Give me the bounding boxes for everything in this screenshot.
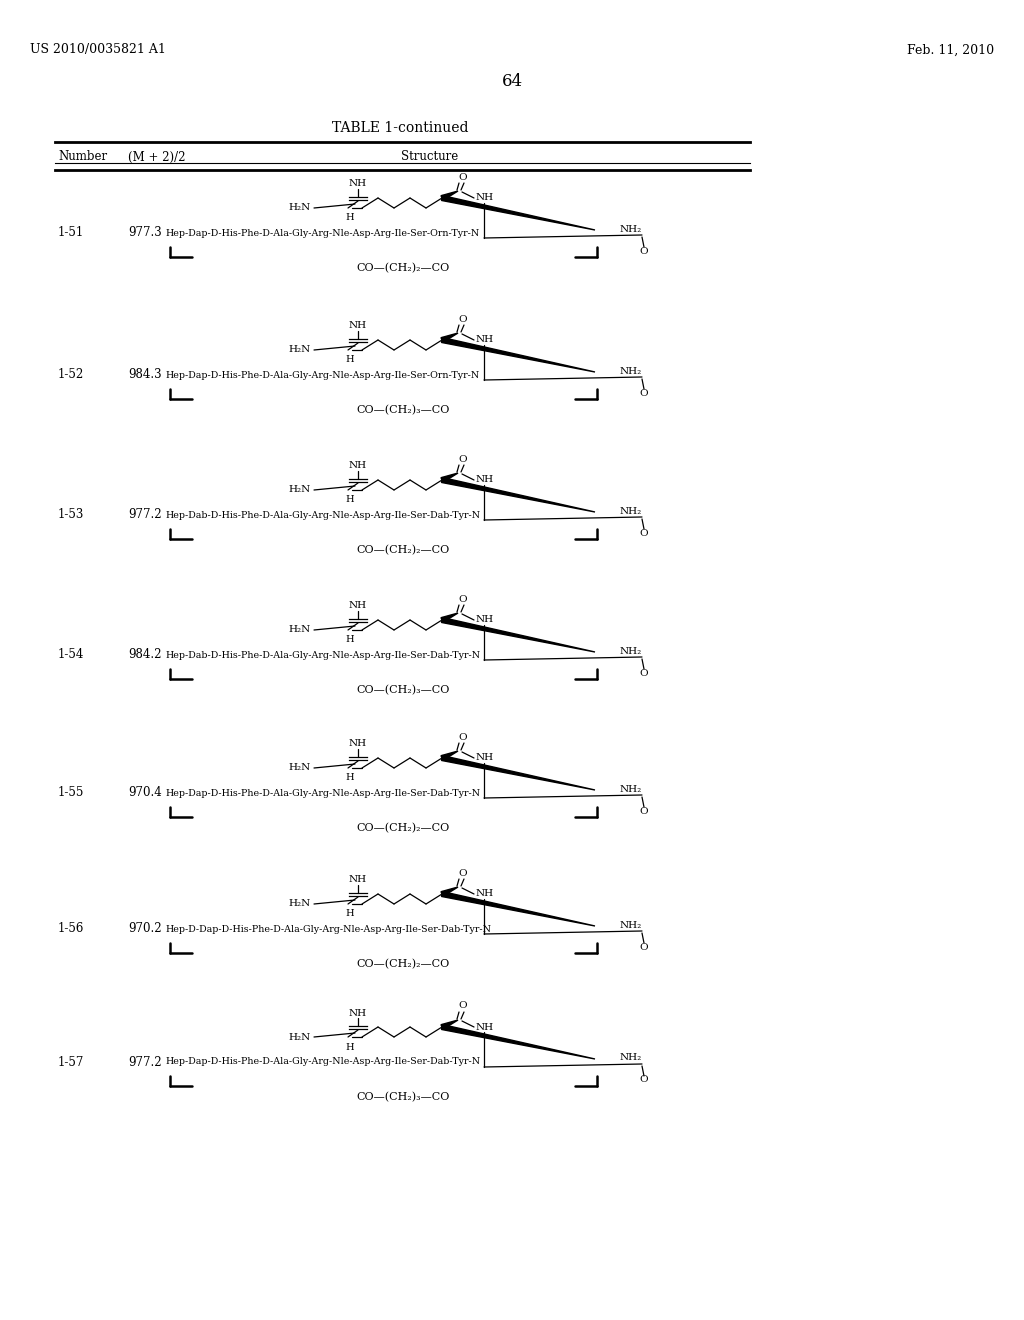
Text: NH: NH [349,180,367,189]
Text: H: H [346,214,354,223]
Text: 1-55: 1-55 [58,787,84,800]
Text: CO—(CH₂)₃—CO: CO—(CH₂)₃—CO [356,405,450,416]
Text: Structure: Structure [401,150,459,164]
Text: 1-52: 1-52 [58,368,84,381]
Text: NH: NH [476,890,495,899]
Polygon shape [441,887,458,896]
Text: Hep-Dap-D-His-Phe-D-Ala-Gly-Arg-Nle-Asp-Arg-Ile-Ser-Orn-Tyr-N: Hep-Dap-D-His-Phe-D-Ala-Gly-Arg-Nle-Asp-… [165,371,479,380]
Text: NH: NH [349,462,367,470]
Polygon shape [441,618,595,652]
Polygon shape [441,338,595,372]
Text: NH₂: NH₂ [620,224,642,234]
Polygon shape [441,755,595,789]
Text: NH₂: NH₂ [620,1053,642,1063]
Text: NH: NH [349,322,367,330]
Text: O: O [459,733,467,742]
Text: H₂N: H₂N [289,1032,311,1041]
Text: NH₂: NH₂ [620,507,642,516]
Text: 984.2: 984.2 [128,648,162,661]
Text: 984.3: 984.3 [128,368,162,381]
Text: US 2010/0035821 A1: US 2010/0035821 A1 [30,44,166,57]
Polygon shape [441,473,458,482]
Text: 970.2: 970.2 [128,923,162,936]
Text: 1-53: 1-53 [58,508,84,521]
Text: NH: NH [476,335,495,345]
Text: Hep-Dap-D-His-Phe-D-Ala-Gly-Arg-Nle-Asp-Arg-Ile-Ser-Orn-Tyr-N: Hep-Dap-D-His-Phe-D-Ala-Gly-Arg-Nle-Asp-… [165,228,479,238]
Text: CO—(CH₂)₂—CO: CO—(CH₂)₂—CO [356,545,450,556]
Text: Hep-Dab-D-His-Phe-D-Ala-Gly-Arg-Nle-Asp-Arg-Ile-Ser-Dab-Tyr-N: Hep-Dab-D-His-Phe-D-Ala-Gly-Arg-Nle-Asp-… [165,511,480,520]
Text: NH: NH [476,475,495,484]
Text: CO—(CH₂)₃—CO: CO—(CH₂)₃—CO [356,1092,450,1102]
Text: Feb. 11, 2010: Feb. 11, 2010 [907,44,994,57]
Text: 1-57: 1-57 [58,1056,84,1068]
Text: Hep-Dab-D-His-Phe-D-Ala-Gly-Arg-Nle-Asp-Arg-Ile-Ser-Dab-Tyr-N: Hep-Dab-D-His-Phe-D-Ala-Gly-Arg-Nle-Asp-… [165,651,480,660]
Text: NH: NH [349,1008,367,1018]
Text: H: H [346,774,354,783]
Text: NH: NH [349,739,367,748]
Text: NH: NH [476,754,495,763]
Text: O: O [640,1076,648,1085]
Text: O: O [459,869,467,878]
Text: H₂N: H₂N [289,346,311,355]
Text: Hep-Dap-D-His-Phe-D-Ala-Gly-Arg-Nle-Asp-Arg-Ile-Ser-Dab-Tyr-N: Hep-Dap-D-His-Phe-D-Ala-Gly-Arg-Nle-Asp-… [165,788,480,797]
Text: NH: NH [476,194,495,202]
Text: H₂N: H₂N [289,203,311,213]
Text: NH₂: NH₂ [620,784,642,793]
Text: (M + 2)/2: (M + 2)/2 [128,150,185,164]
Text: CO—(CH₂)₃—CO: CO—(CH₂)₃—CO [356,685,450,696]
Polygon shape [441,195,595,230]
Text: NH₂: NH₂ [620,647,642,656]
Text: H₂N: H₂N [289,763,311,772]
Text: CO—(CH₂)₂—CO: CO—(CH₂)₂—CO [356,822,450,833]
Text: H₂N: H₂N [289,626,311,635]
Text: NH₂: NH₂ [620,920,642,929]
Text: NH: NH [476,615,495,624]
Polygon shape [441,478,595,512]
Text: O: O [459,594,467,603]
Text: CO—(CH₂)₂—CO: CO—(CH₂)₂—CO [356,958,450,969]
Text: H₂N: H₂N [289,899,311,908]
Polygon shape [441,612,458,622]
Text: 1-51: 1-51 [58,227,84,239]
Polygon shape [441,1024,595,1059]
Text: 977.2: 977.2 [128,1056,162,1068]
Text: O: O [640,942,648,952]
Text: 1-54: 1-54 [58,648,84,661]
Polygon shape [441,891,595,927]
Text: 1-56: 1-56 [58,923,84,936]
Text: Hep-Dap-D-His-Phe-D-Ala-Gly-Arg-Nle-Asp-Arg-Ile-Ser-Dab-Tyr-N: Hep-Dap-D-His-Phe-D-Ala-Gly-Arg-Nle-Asp-… [165,1057,480,1067]
Text: TABLE 1-continued: TABLE 1-continued [332,121,468,135]
Text: H: H [346,909,354,919]
Text: H: H [346,495,354,504]
Text: NH: NH [476,1023,495,1031]
Polygon shape [441,1020,458,1030]
Polygon shape [441,333,458,342]
Text: NH: NH [349,602,367,610]
Text: NH₂: NH₂ [620,367,642,375]
Text: 970.4: 970.4 [128,787,162,800]
Text: H: H [346,1043,354,1052]
Text: O: O [459,173,467,181]
Text: NH: NH [349,875,367,884]
Text: Number: Number [58,150,108,164]
Text: O: O [640,388,648,397]
Text: O: O [640,807,648,816]
Text: O: O [640,247,648,256]
Polygon shape [441,191,458,201]
Text: H₂N: H₂N [289,486,311,495]
Text: 977.2: 977.2 [128,508,162,521]
Polygon shape [441,751,458,760]
Text: O: O [640,668,648,677]
Text: O: O [459,314,467,323]
Text: 64: 64 [502,74,522,91]
Text: O: O [640,528,648,537]
Text: H: H [346,355,354,364]
Text: Hep-D-Dap-D-His-Phe-D-Ala-Gly-Arg-Nle-Asp-Arg-Ile-Ser-Dab-Tyr-N: Hep-D-Dap-D-His-Phe-D-Ala-Gly-Arg-Nle-As… [165,924,490,933]
Text: CO—(CH₂)₂—CO: CO—(CH₂)₂—CO [356,263,450,273]
Text: O: O [459,454,467,463]
Text: H: H [346,635,354,644]
Text: O: O [459,1002,467,1011]
Text: 977.3: 977.3 [128,227,162,239]
